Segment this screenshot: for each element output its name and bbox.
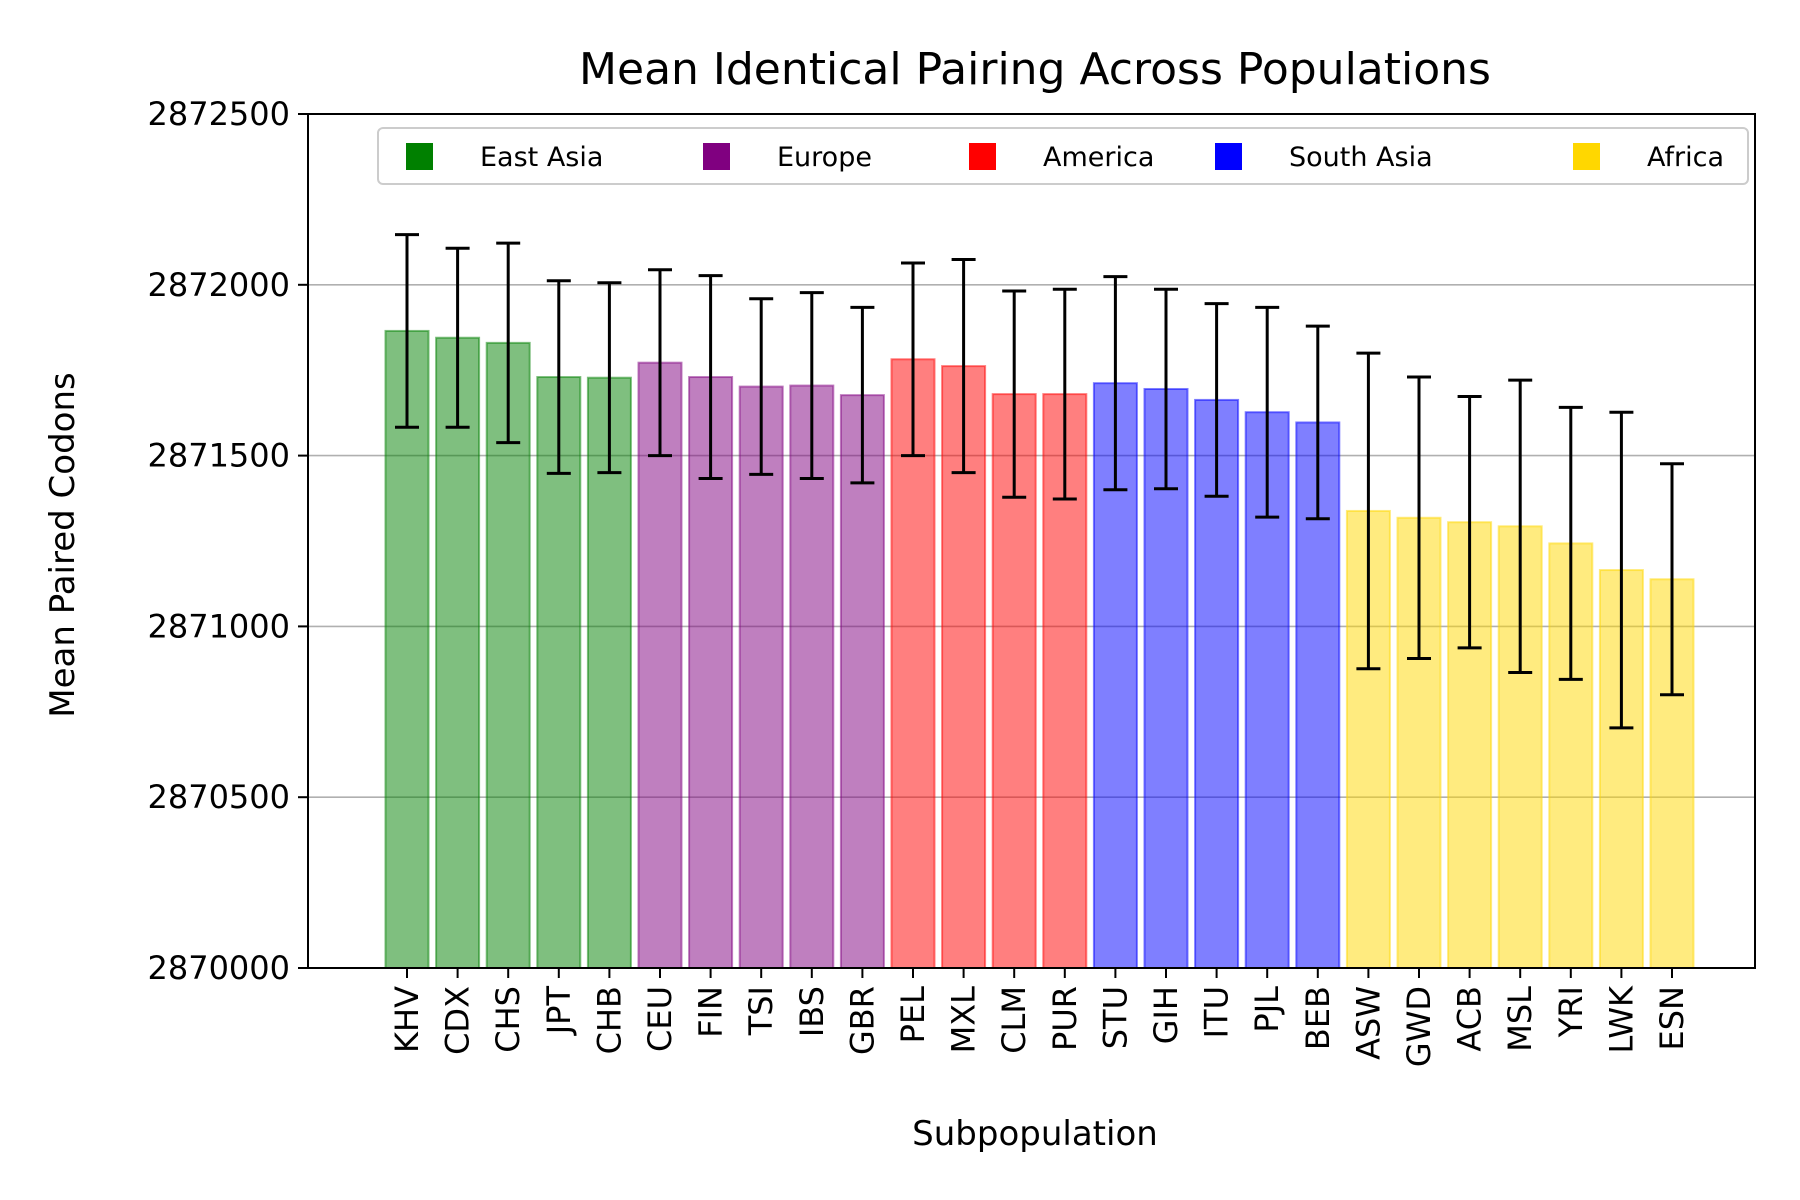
x-tick-label: STU <box>1096 986 1134 1049</box>
x-tick-label: IBS <box>793 986 831 1037</box>
x-tick-label: CLM <box>995 986 1033 1054</box>
bar-pel <box>890 358 936 969</box>
x-tick-label: TSI <box>742 986 780 1036</box>
error-bars <box>395 233 1684 730</box>
x-tick-label: MSL <box>1501 986 1539 1052</box>
plot-area <box>307 113 1756 969</box>
bars <box>384 329 1695 970</box>
x-axis: KHV CDX CHS JPT CHB CEU FIN TSI IBS GBR PEL MXL CLM P… <box>388 968 1691 1067</box>
x-tick-label: CEU <box>641 986 679 1052</box>
x-tick-label: CHB <box>590 986 628 1054</box>
legend-swatch-africa <box>1573 143 1600 170</box>
legend-label: South Asia <box>1289 142 1433 173</box>
chart-title: Mean Identical Pairing Across Population… <box>579 44 1491 95</box>
bar-acb <box>1447 521 1493 969</box>
x-tick-label: YRI <box>1552 986 1590 1038</box>
x-tick-label: PEL <box>894 986 932 1044</box>
x-tick-label: CHS <box>489 986 527 1053</box>
y-tick-label: 2871500 <box>147 437 290 475</box>
legend-swatch-europe <box>703 143 730 170</box>
x-tick-label: CDX <box>439 986 477 1055</box>
x-tick-label: KHV <box>388 986 426 1053</box>
legend-swatch-america <box>969 143 996 170</box>
y-axis-label: Mean Paired Codons <box>43 372 83 717</box>
x-tick-label: ASW <box>1349 986 1387 1060</box>
x-tick-label: ESN <box>1653 986 1691 1050</box>
x-tick-label: PJL <box>1248 986 1286 1033</box>
bar-tsi <box>738 385 784 969</box>
bar-esn <box>1649 578 1695 970</box>
bar-jpt <box>536 376 582 970</box>
bar-cdx <box>435 336 481 969</box>
x-tick-label: MXL <box>945 986 983 1054</box>
legend-label: Africa <box>1647 142 1724 173</box>
bar-chs <box>485 341 531 969</box>
y-tick-label: 2872500 <box>147 95 290 133</box>
legend-swatch-east-asia <box>406 143 433 170</box>
y-tick-label: 2871000 <box>147 607 290 645</box>
x-tick-label: JPT <box>540 986 578 1037</box>
x-tick-label: LWK <box>1602 985 1640 1054</box>
x-tick-label: FIN <box>692 986 730 1038</box>
y-tick-label: 2870000 <box>147 949 290 987</box>
bar-ibs <box>789 384 835 969</box>
x-axis-label: Subpopulation <box>912 1114 1158 1154</box>
legend-label: Europe <box>777 142 872 173</box>
x-tick-label: ITU <box>1198 986 1236 1038</box>
x-tick-label: ACB <box>1451 986 1489 1052</box>
y-tick-label: 2872000 <box>147 266 290 304</box>
legend: East Asia Europe America South Asia Africa <box>377 127 1749 185</box>
legend-label: East Asia <box>480 142 603 173</box>
y-axis: 2870000 2870500 2871000 2871500 2872000 28725… <box>147 95 308 987</box>
legend-swatch-south-asia <box>1215 143 1242 170</box>
legend-label: America <box>1043 142 1154 173</box>
x-tick-label: PUR <box>1046 986 1084 1051</box>
bar-ceu <box>637 361 683 969</box>
x-tick-label: BEB <box>1299 986 1337 1050</box>
x-tick-label: GIH <box>1147 986 1185 1044</box>
x-tick-label: GBR <box>843 986 881 1055</box>
x-tick-label: GWD <box>1400 986 1438 1067</box>
y-tick-label: 2870500 <box>147 778 290 816</box>
